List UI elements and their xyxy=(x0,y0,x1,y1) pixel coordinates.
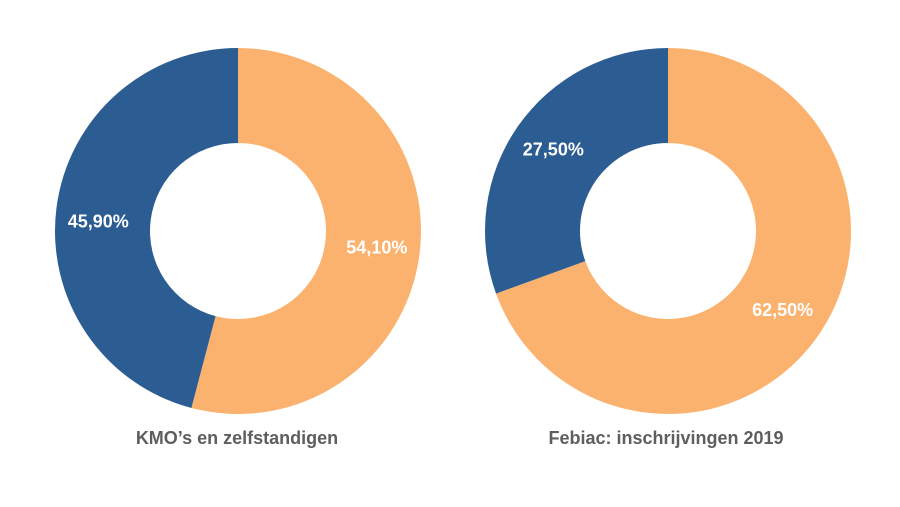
slice-1-2 xyxy=(55,48,238,408)
chart-title-febiac: Febiac: inschrijvingen 2019 xyxy=(548,428,784,448)
slice-2-1 xyxy=(496,48,851,414)
slice-label-1-2: 45,90% xyxy=(68,211,129,231)
slice-2-2 xyxy=(485,48,668,294)
donut-chart-febiac: 62,50% 27,50% xyxy=(485,48,851,414)
slice-label-2-2: 27,50% xyxy=(523,139,584,159)
slice-1-1 xyxy=(191,48,421,414)
donut-chart-kmo: 54,10% 45,90% xyxy=(55,48,421,414)
chart-title-kmo: KMO’s en zelfstandigen xyxy=(135,428,339,448)
slice-label-1-1: 54,10% xyxy=(346,238,407,258)
slice-label-2-1: 62,50% xyxy=(752,300,813,320)
